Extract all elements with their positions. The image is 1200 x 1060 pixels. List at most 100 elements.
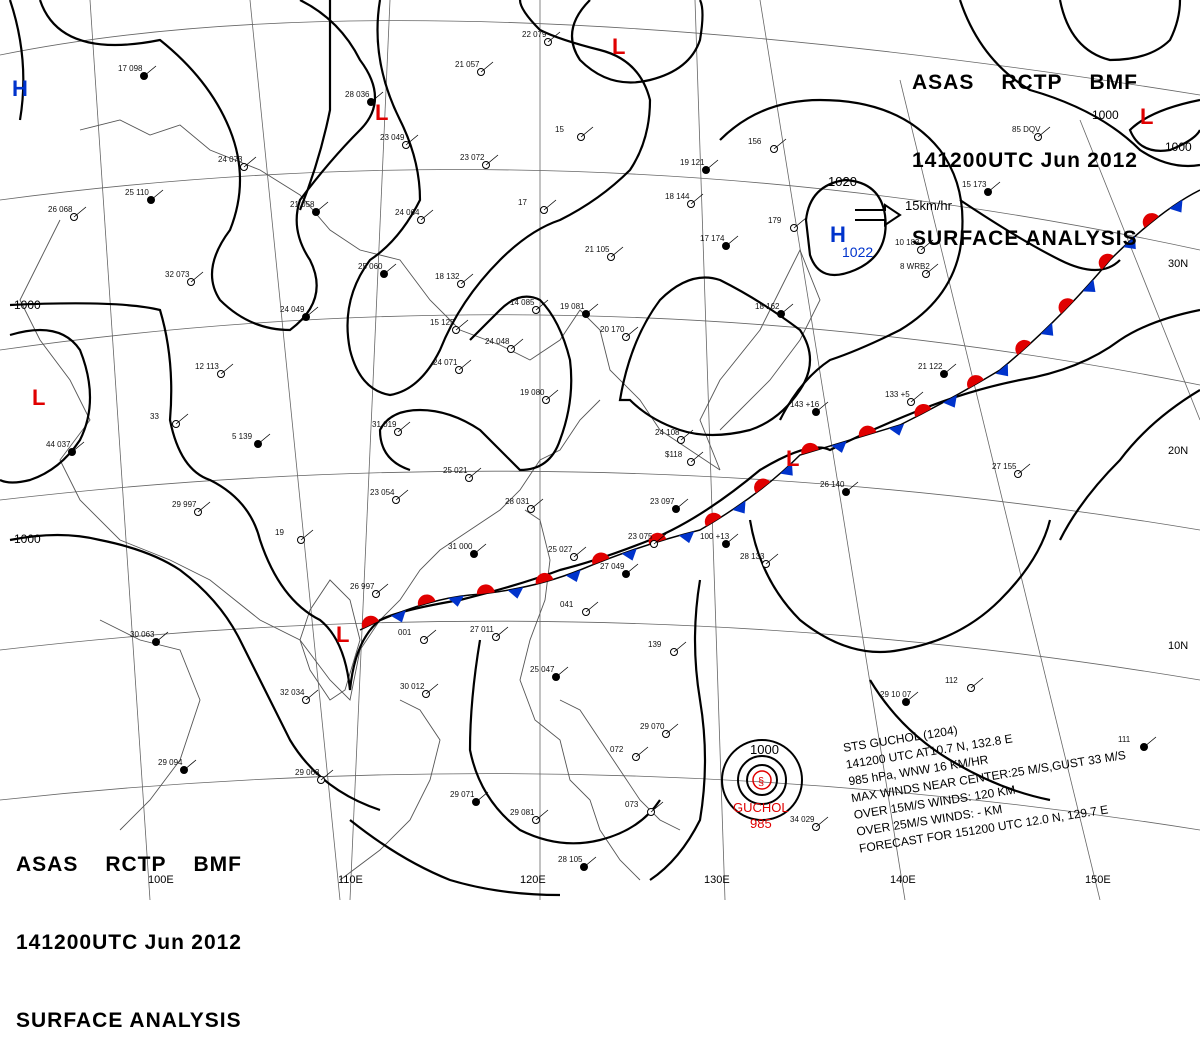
lat-label: 10N	[1168, 640, 1189, 652]
lat-lon-grid	[0, 0, 1200, 900]
station-label: 22 079	[522, 30, 547, 39]
station-label: 30 012	[400, 682, 425, 691]
stationary-front	[359, 189, 1200, 631]
station-label: 27 011	[470, 625, 494, 634]
station-label: 073	[625, 800, 639, 809]
wind-barb	[815, 401, 829, 413]
station-label: 15 173	[962, 180, 987, 189]
wind-barb	[943, 363, 957, 375]
station-label: 21 058	[290, 200, 315, 209]
warm-front-semicircle	[1142, 213, 1159, 228]
wind-barb	[1037, 126, 1051, 138]
wind-barb	[315, 201, 329, 213]
low-pressure-symbol: L	[786, 446, 800, 471]
high-pressure-symbol: H	[830, 222, 846, 247]
station-label: 24 071	[433, 358, 458, 367]
station-label: 18 132	[435, 272, 460, 281]
high-isobar-label: 1020	[828, 174, 857, 189]
station-label: $118	[665, 450, 683, 459]
typhoon-guchol: §	[721, 739, 803, 821]
wind-barb	[480, 61, 494, 73]
coastlines	[19, 119, 821, 881]
wind-barb	[547, 31, 561, 43]
station-label: 23 049	[380, 133, 405, 142]
wind-barb	[150, 189, 164, 201]
station-label: 20 170	[600, 325, 625, 334]
station-label: 10 183	[895, 238, 920, 247]
station-label: 32 034	[280, 688, 305, 697]
wind-barb	[458, 359, 472, 371]
station-label: 28 036	[345, 90, 370, 99]
wind-barb	[987, 181, 1001, 193]
wind-barb	[370, 91, 384, 103]
station-label: 23 075	[628, 532, 653, 541]
wind-barb	[680, 429, 694, 441]
header-year: 2012	[1087, 149, 1138, 172]
wind-barb	[690, 451, 704, 463]
wind-barb	[705, 159, 719, 171]
station-label: 32 073	[165, 270, 190, 279]
station-label: 156	[748, 137, 762, 146]
warm-front-semicircle	[592, 552, 610, 565]
wind-barb	[305, 306, 319, 318]
wind-barb	[220, 363, 234, 375]
header-product: ASAS	[16, 853, 79, 876]
station-label: 31 019	[372, 420, 397, 429]
header-bottom-left: ASAS RCTP BMF 141200UTC Jun 2012 SURFACE ANA…	[16, 800, 242, 1060]
wind-barb	[243, 156, 257, 168]
warm-front-semicircle	[361, 615, 379, 629]
warm-front-semicircle	[754, 478, 771, 494]
wind-barb	[397, 421, 411, 433]
station-label: 111	[1118, 735, 1131, 744]
svg-text:§: §	[758, 776, 764, 788]
header-title: SURFACE ANALYSIS	[912, 227, 1138, 250]
station-label: 112	[945, 676, 958, 685]
wind-barb	[765, 553, 779, 565]
station-label: 27 049	[600, 562, 625, 571]
station-label: 25 021	[443, 466, 468, 475]
cold-front-triangle	[1123, 236, 1136, 250]
cold-front-triangle	[831, 440, 847, 453]
header-month: Jun	[144, 931, 185, 954]
wind-barb	[485, 154, 499, 166]
wind-barb	[197, 501, 211, 513]
wind-barb	[420, 209, 434, 221]
wind-barb	[585, 601, 599, 613]
wind-barb	[635, 746, 649, 758]
station-label: 26 068	[48, 205, 73, 214]
wind-barb	[780, 303, 794, 315]
lon-label: 140E	[890, 874, 916, 886]
station-label: 19	[275, 528, 284, 537]
station-label: 001	[398, 628, 412, 637]
station-label: 28 133	[740, 552, 765, 561]
wind-barb	[73, 206, 87, 218]
wind-barb	[665, 723, 679, 735]
wind-barb	[183, 759, 197, 771]
station-label: 24 064	[395, 208, 420, 217]
station-label: 179	[768, 216, 782, 225]
wind-barb	[625, 326, 639, 338]
lon-label: 100E	[148, 874, 174, 886]
lat-label: 30N	[1168, 258, 1189, 270]
header-month: Jun	[1040, 149, 1081, 172]
cold-front-triangle	[995, 363, 1009, 377]
wind-barb	[473, 543, 487, 555]
station-label: 31 000	[448, 542, 473, 551]
header-center: RCTP	[1001, 71, 1063, 94]
high-pressure-value: 1022	[842, 244, 874, 260]
station-label: 29 094	[158, 758, 183, 767]
station-label: 15	[555, 125, 564, 134]
wind-barb	[395, 489, 409, 501]
station-label: 28 105	[558, 855, 583, 864]
station-label: 19 121	[680, 158, 705, 167]
low-pressure-symbol: L	[336, 622, 350, 647]
station-label: 133 +5	[885, 390, 910, 399]
wind-barb	[425, 683, 439, 695]
high-motion-label: 15km/hr	[905, 198, 952, 213]
cold-front-triangle	[621, 548, 637, 561]
isobar-label: 1000	[14, 298, 41, 312]
station-label: 12 113	[195, 362, 219, 371]
station-label: 21 105	[585, 245, 610, 254]
wind-barb	[650, 801, 664, 813]
low-pressure-symbol: L	[32, 385, 46, 410]
